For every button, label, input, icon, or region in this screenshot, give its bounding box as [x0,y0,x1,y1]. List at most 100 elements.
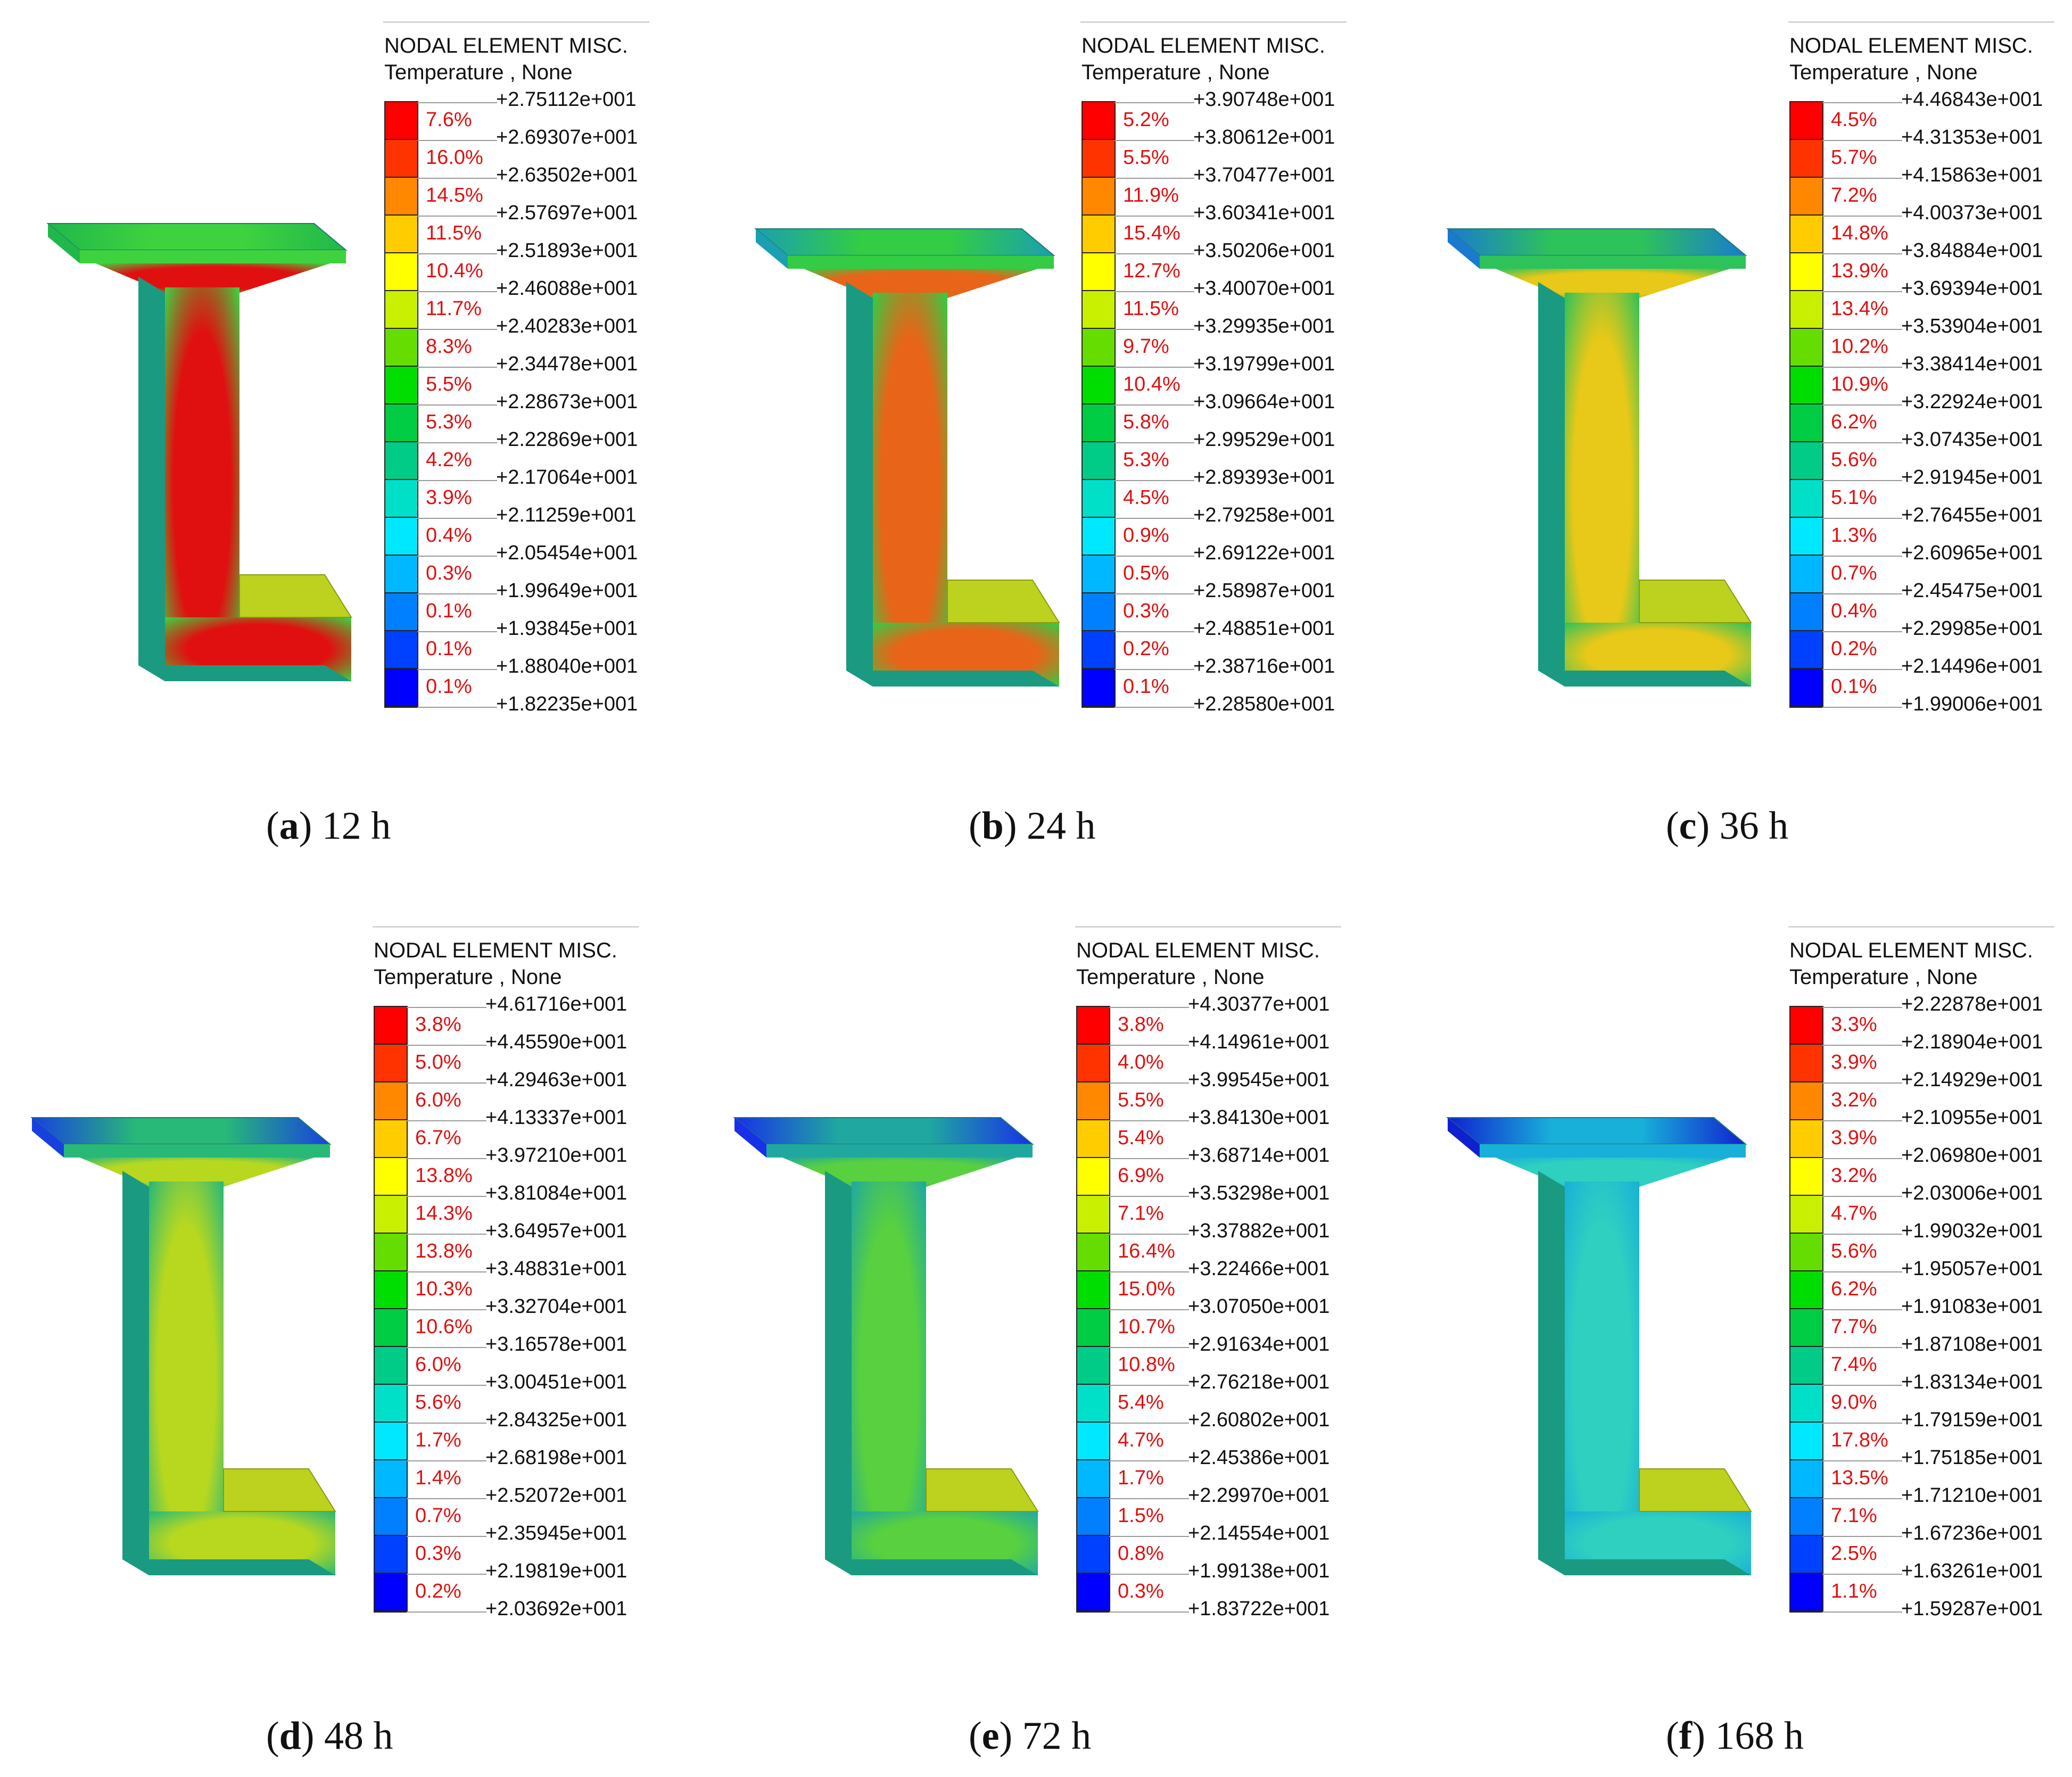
percentage-label: 5.6% [1831,1240,1877,1262]
color-swatch [1083,593,1115,631]
tick-value: +3.53904e+001 [1901,315,2043,337]
caption-letter: a [279,804,299,848]
percentage-label: 6.2% [1831,411,1877,433]
tick-value: +3.84130e+001 [1188,1106,1330,1129]
percentage-label: 5.5% [426,373,472,395]
color-swatch [1790,291,1822,329]
tick-value: +2.22869e+001 [496,428,638,451]
color-swatch [1083,480,1115,518]
color-swatch [1083,216,1115,253]
tick-value: +3.16578e+001 [485,1333,628,1356]
percentage-label: 16.4% [1118,1240,1175,1262]
tick-line [1822,442,1902,443]
tick-line [1115,291,1194,292]
beam-geometry [30,1117,336,1575]
tick-line [1109,1460,1189,1461]
tick-value: +4.13337e+001 [485,1106,628,1129]
tick-value: +2.40283e+001 [496,315,638,337]
tick-value: +2.48851e+001 [1193,617,1335,640]
tick-value: +2.38716e+001 [1193,655,1335,677]
color-swatch [375,1120,407,1158]
panel-d: NODAL ELEMENT MISC. Temperature , None 3.8… [16,926,697,1758]
tick-value: +2.18904e+001 [1901,1031,2043,1053]
percentage-label: 6.0% [415,1089,461,1111]
tick-value: +2.58987e+001 [1193,580,1335,602]
tick-line [417,631,497,632]
tick-line [1109,1611,1189,1613]
tick-value: +3.84884e+001 [1901,239,2043,262]
tick-line [1115,367,1194,368]
tick-value: +2.75112e+001 [496,88,637,111]
tick-line [407,1007,486,1008]
percentage-label: 10.8% [1118,1353,1175,1376]
tick-line [407,1271,486,1272]
tick-line [407,1423,486,1424]
caption-time: ) 72 h [999,1714,1092,1758]
percentage-label: 10.9% [1831,373,1888,395]
tick-value: +1.99006e+001 [1901,693,2043,715]
tick-value: +2.22878e+001 [1901,993,2043,1015]
tick-value: +2.69307e+001 [496,126,638,148]
tick-line [1115,442,1194,443]
legend-title: NODAL ELEMENT MISC. [374,939,617,962]
tick-line [407,1082,486,1084]
color-swatch [385,556,417,593]
color-swatch [385,291,417,329]
percentage-label: 11.9% [1123,184,1179,206]
percentage-label: 15.0% [1118,1278,1175,1300]
tick-line [407,1611,486,1613]
tick-value: +1.95057e+001 [1901,1258,2043,1280]
tick-line [1115,253,1194,254]
tick-value: +3.69394e+001 [1901,277,2043,300]
tick-value: +1.59287e+001 [1901,1598,2043,1620]
tick-line [1115,518,1194,519]
tick-line [1115,404,1194,406]
tick-value: +2.45475e+001 [1901,580,2043,602]
percentage-label: 0.4% [426,524,472,547]
percentage-label: 9.7% [1123,335,1169,358]
percentage-label: 6.7% [415,1127,461,1149]
tick-value: +1.93845e+001 [496,617,638,640]
tick-value: +2.06980e+001 [1901,1144,2043,1167]
tick-line [1822,1120,1902,1121]
color-swatch [385,140,417,178]
tick-value: +4.30377e+001 [1188,993,1330,1015]
percentage-label: 13.8% [415,1240,473,1262]
tick-value: +3.60341e+001 [1193,202,1335,224]
tick-line [1822,1498,1902,1499]
percentage-label: 0.3% [1123,600,1169,622]
tick-line [1115,556,1194,557]
color-scale-bar [1076,1006,1110,1613]
tick-line [1109,1385,1189,1386]
percentage-label: 12.7% [1123,260,1181,282]
color-swatch [1790,669,1822,707]
tick-line [417,140,497,141]
percentage-label: 8.3% [426,335,472,358]
color-swatch [1790,102,1822,140]
panel-caption: (e) 72 h [969,1714,1091,1759]
percentage-label: 15.4% [1123,222,1181,244]
caption-open-paren: ( [266,804,279,848]
caption-open-paren: ( [969,1714,982,1758]
color-swatch [1077,1309,1109,1347]
beam-section-a [46,223,352,681]
percentage-label: 17.8% [1831,1429,1888,1451]
legend-subtitle: Temperature , None [384,61,573,84]
tick-line [407,1158,486,1159]
panel-caption: (a) 12 h [266,804,391,849]
color-swatch [1077,1574,1109,1611]
color-swatch [1083,367,1115,404]
panel-c: NODAL ELEMENT MISC. Temperature , None 4.5… [1426,21,2065,894]
color-swatch [375,1082,407,1120]
caption-letter: e [981,1714,1000,1758]
percentage-label: 13.9% [1831,260,1888,282]
tick-value: +2.28673e+001 [496,391,638,413]
tick-line [407,1536,486,1537]
tick-value: +2.60965e+001 [1901,542,2043,564]
percentage-label: 11.7% [426,297,482,320]
color-swatch [385,178,417,216]
color-swatch [385,329,417,367]
color-swatch [375,1385,407,1423]
percentage-label: 1.5% [1118,1505,1164,1527]
